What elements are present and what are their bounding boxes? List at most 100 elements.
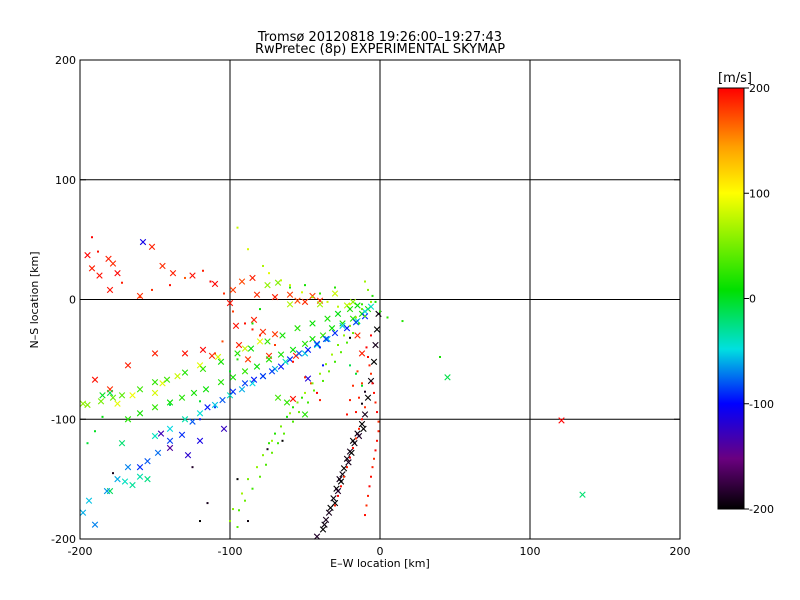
dot-marker-point xyxy=(259,334,261,337)
dot-marker-point xyxy=(247,520,249,523)
dot-marker-point xyxy=(346,413,348,416)
x-marker-point xyxy=(250,376,258,383)
x-marker-point xyxy=(219,396,226,404)
x-marker-point xyxy=(85,497,93,504)
x-marker-point xyxy=(190,389,198,397)
x-marker-point xyxy=(91,376,99,383)
x-marker-point xyxy=(129,392,136,399)
colorbar-tick-label: 0 xyxy=(749,293,756,306)
x-marker-point xyxy=(136,386,144,393)
x-marker-point xyxy=(373,326,381,333)
x-marker-point xyxy=(217,358,225,365)
x-marker-point xyxy=(256,338,264,345)
dot-marker-point xyxy=(334,504,336,507)
dot-marker-point xyxy=(371,466,374,469)
dot-marker-point xyxy=(325,363,327,366)
x-marker-point xyxy=(264,281,271,289)
x-marker-point xyxy=(211,280,219,288)
dot-marker-point xyxy=(334,360,336,363)
dot-marker-point xyxy=(251,487,254,490)
x-marker-point xyxy=(250,316,258,324)
x-marker-point xyxy=(345,459,352,466)
colorbar-unit-label: [m/s] xyxy=(718,71,752,86)
x-marker-point xyxy=(579,491,586,498)
x-marker-point xyxy=(226,299,234,307)
dot-marker-point xyxy=(169,403,171,406)
x-marker-point xyxy=(309,292,316,300)
dot-marker-point xyxy=(223,292,225,295)
dot-marker-point xyxy=(367,288,369,291)
dot-marker-point xyxy=(370,372,372,375)
dot-marker-point xyxy=(236,526,239,529)
x-marker-point xyxy=(151,432,159,440)
x-marker-point xyxy=(319,526,327,533)
dot-marker-point xyxy=(229,370,231,373)
dot-marker-point xyxy=(337,344,339,347)
x-marker-point xyxy=(348,449,355,456)
x-marker-point xyxy=(372,341,379,349)
dot-marker-point xyxy=(364,390,366,393)
x-marker-point xyxy=(352,319,360,326)
x-marker-point xyxy=(181,416,189,423)
x-marker-point xyxy=(324,335,331,343)
y-tick-label: 0 xyxy=(69,294,76,307)
x-marker-point xyxy=(343,325,351,332)
x-marker-point xyxy=(229,388,237,395)
dot-marker-point xyxy=(361,402,363,405)
dot-marker-point xyxy=(355,372,357,375)
dot-marker-point xyxy=(311,296,314,299)
x-marker-point xyxy=(181,350,189,357)
x-marker-point xyxy=(271,331,279,338)
dot-marker-point xyxy=(206,502,209,505)
dot-marker-point xyxy=(364,315,366,318)
x-marker-point xyxy=(271,293,279,301)
dot-marker-point xyxy=(337,494,339,497)
x-marker-point xyxy=(289,395,297,403)
dot-marker-point xyxy=(199,418,201,421)
dot-marker-point xyxy=(112,472,114,475)
x-marker-point xyxy=(99,392,106,399)
dot-marker-point xyxy=(358,427,360,430)
dot-marker-point xyxy=(229,520,231,523)
dot-marker-point xyxy=(304,376,306,379)
dot-marker-point xyxy=(94,430,96,433)
dot-marker-point xyxy=(349,336,351,339)
x-marker-point xyxy=(331,329,339,337)
dot-marker-point xyxy=(247,478,249,481)
dot-marker-point xyxy=(262,454,264,457)
x-marker-point xyxy=(103,487,111,495)
x-marker-point xyxy=(334,487,342,495)
x-marker-point xyxy=(322,516,330,524)
dot-marker-point xyxy=(343,334,345,337)
dot-marker-point xyxy=(349,303,351,306)
x-marker-point xyxy=(277,363,285,370)
x-marker-point xyxy=(301,411,309,418)
dot-marker-point xyxy=(346,341,348,344)
x-tick-label: -100 xyxy=(218,545,243,558)
x-marker-point xyxy=(148,243,156,250)
x-marker-point xyxy=(166,425,174,433)
x-marker-point xyxy=(136,410,144,417)
x-marker-point xyxy=(325,509,333,516)
x-marker-point xyxy=(79,400,87,407)
dot-marker-point xyxy=(349,364,351,367)
x-marker-point xyxy=(91,521,99,528)
x-marker-point xyxy=(238,278,246,285)
dot-marker-point xyxy=(244,322,246,325)
dot-marker-point xyxy=(304,391,306,394)
x-marker-point xyxy=(139,238,147,246)
dot-marker-point xyxy=(289,284,291,287)
y-tick-label: -200 xyxy=(51,533,76,546)
x-marker-point xyxy=(235,341,243,349)
dot-marker-point xyxy=(349,324,351,327)
dot-marker-point xyxy=(283,432,285,435)
x-marker-point xyxy=(304,346,312,353)
x-marker-point xyxy=(444,374,451,381)
x-marker-point xyxy=(354,302,361,309)
x-marker-point xyxy=(84,401,91,409)
x-marker-point xyxy=(358,420,366,428)
x-marker-point xyxy=(247,345,255,352)
x-marker-point xyxy=(354,332,361,339)
dot-marker-point xyxy=(184,276,186,279)
x-marker-point xyxy=(241,380,249,387)
